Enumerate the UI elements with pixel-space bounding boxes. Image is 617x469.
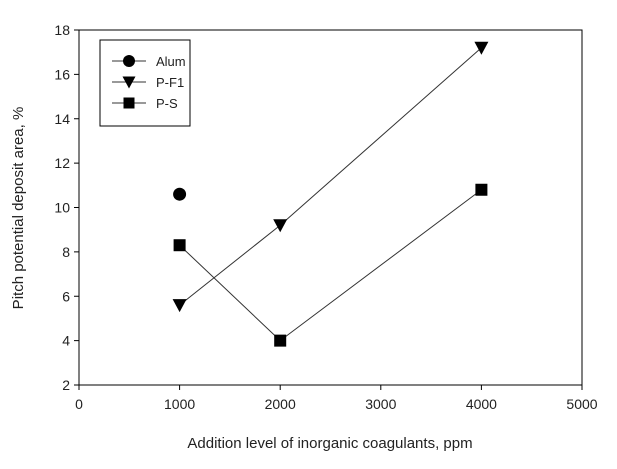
data-point-p-f1 [273,219,288,233]
y-tick-label: 6 [62,288,70,304]
series-layer [172,41,489,347]
y-tick-label: 14 [54,111,70,127]
x-tick-label: 5000 [566,396,597,412]
y-tick-label: 10 [54,200,70,216]
data-point-p-s [274,334,287,347]
x-tick-label: 3000 [365,396,396,412]
data-point-p-s [173,239,186,252]
y-tick-label: 8 [62,244,70,260]
legend: Alum P-F1 P-S [99,39,191,127]
x-axis: 0 1000 2000 3000 4000 5000 [75,385,598,412]
x-tick-label: 4000 [466,396,497,412]
legend-marker-alum [123,55,135,67]
y-axis-title: Pitch potential deposit area, % [10,107,27,310]
y-axis: 2 4 6 8 10 12 14 16 18 [54,22,79,393]
x-axis-title: Addition level of inorganic coagulants, … [187,435,472,452]
legend-marker-p-f1 [122,76,136,89]
x-tick-label: 1000 [164,396,195,412]
data-point-alum [173,187,187,201]
y-tick-label: 18 [54,22,70,38]
series-line-p-s [179,189,482,342]
legend-label-p-f1: P-F1 [156,75,184,90]
legend-box [99,39,191,127]
y-tick-label: 16 [54,66,70,82]
legend-label-alum: Alum [156,54,186,69]
y-tick-label: 4 [62,333,70,349]
series-line-p-f1 [179,47,482,306]
x-tick-label: 2000 [265,396,296,412]
data-point-p-f1 [474,41,489,55]
x-tick-label: 0 [75,396,83,412]
legend-marker-p-s [123,97,135,109]
y-tick-label: 2 [62,377,70,393]
legend-label-p-s: P-S [156,96,178,111]
data-point-p-s [475,183,488,196]
y-tick-label: 12 [54,155,70,171]
data-point-p-f1 [172,299,187,313]
